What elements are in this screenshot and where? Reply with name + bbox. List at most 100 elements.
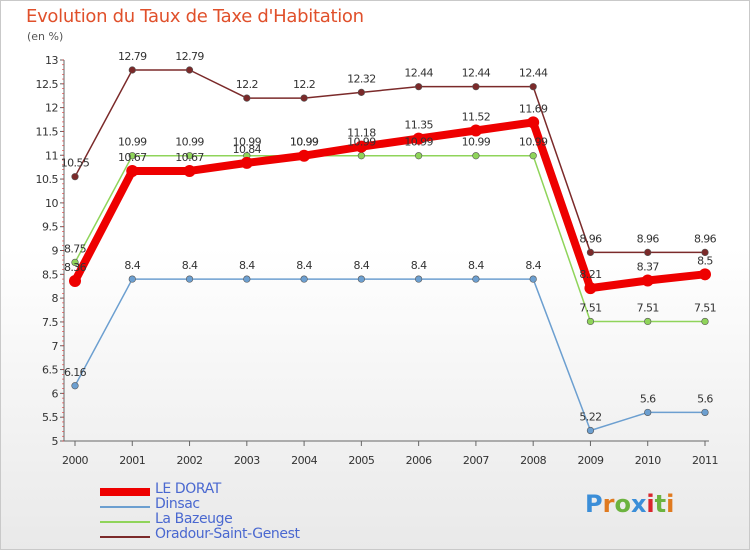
legend-swatch-la-bazeuge <box>100 521 150 523</box>
legend-label-le-dorat: LE DORAT <box>155 481 221 497</box>
y-tick-label: 6.5 <box>42 364 58 377</box>
data-label-le-dorat: 8.5 <box>697 254 713 267</box>
y-tick-label: 10 <box>45 197 58 210</box>
series-line-le-dorat <box>71 118 709 293</box>
data-point-dinsac <box>701 408 709 417</box>
data-point-oradour-saint-genest <box>71 173 79 181</box>
y-tick-label: 8 <box>52 292 59 305</box>
y-tick-label: 12 <box>45 102 58 115</box>
data-point-oradour-saint-genest <box>128 66 136 74</box>
data-point-dinsac <box>243 275 251 283</box>
data-point-le-dorat <box>240 156 253 169</box>
data-label-oradour-saint-genest: 8.96 <box>694 232 717 245</box>
data-point-oradour-saint-genest <box>472 83 480 91</box>
data-label-la-bazeuge: 10.99 <box>290 136 319 149</box>
data-point-oradour-saint-genest <box>701 248 709 257</box>
legend-swatch-oradour-saint-genest <box>100 536 150 538</box>
data-point-le-dorat <box>699 268 711 281</box>
data-point-le-dorat <box>469 124 482 137</box>
data-label-oradour-saint-genest: 12.79 <box>175 50 204 63</box>
data-label-dinsac: 5.22 <box>579 411 601 424</box>
legend-label-dinsac: Dinsac <box>155 496 200 512</box>
data-label-la-bazeuge: 10.99 <box>519 136 548 149</box>
data-point-le-dorat <box>584 282 597 295</box>
y-tick-label: 12.5 <box>36 78 59 91</box>
y-tick-label: 5 <box>52 435 59 448</box>
data-point-dinsac <box>185 275 194 283</box>
data-label-la-bazeuge: 7.51 <box>579 301 601 314</box>
data-point-oradour-saint-genest <box>300 94 308 102</box>
y-tick-label: 10.5 <box>36 173 59 186</box>
y-tick-label: 8.5 <box>42 268 58 281</box>
legend-swatch-le-dorat <box>100 488 150 496</box>
x-tick-label: 2010 <box>635 454 661 467</box>
data-point-dinsac <box>415 275 423 283</box>
legend-label-la-bazeuge: La Bazeuge <box>155 511 233 527</box>
logo-letter: t <box>654 490 667 518</box>
data-point-oradour-saint-genest <box>415 83 423 91</box>
data-point-oradour-saint-genest <box>357 88 365 96</box>
data-label-oradour-saint-genest: 12.79 <box>118 50 147 63</box>
x-tick-label: 2007 <box>463 454 489 467</box>
logo-letter: o <box>614 490 631 518</box>
y-tick-label: 7.5 <box>42 316 58 329</box>
data-point-dinsac <box>644 408 652 417</box>
data-label-dinsac: 6.16 <box>64 366 87 379</box>
data-label-la-bazeuge: 10.99 <box>175 136 204 149</box>
x-tick-label: 2006 <box>406 454 432 467</box>
x-tick-label: 2004 <box>291 454 317 467</box>
data-label-la-bazeuge: 10.99 <box>233 136 262 149</box>
data-point-le-dorat <box>355 140 368 153</box>
data-point-la-bazeuge <box>529 152 537 160</box>
data-label-le-dorat: 11.52 <box>462 110 491 123</box>
data-point-oradour-saint-genest <box>644 248 652 257</box>
data-label-dinsac: 8.4 <box>525 259 541 272</box>
data-point-le-dorat <box>641 274 654 287</box>
x-tick-label: 2003 <box>234 454 260 467</box>
data-label-la-bazeuge: 10.99 <box>347 136 376 149</box>
proxiti-logo[interactable]: Proxiti <box>585 490 674 518</box>
series-line-oradour-saint-genest <box>74 69 706 254</box>
data-point-le-dorat <box>69 274 81 287</box>
data-point-le-dorat <box>527 116 540 129</box>
data-label-la-bazeuge: 7.51 <box>694 301 716 314</box>
data-point-dinsac <box>472 275 480 283</box>
series-line-la-bazeuge <box>74 154 706 323</box>
data-point-oradour-saint-genest <box>243 94 251 102</box>
data-point-dinsac <box>300 275 308 283</box>
x-tick-label: 2011 <box>692 454 718 467</box>
data-point-oradour-saint-genest <box>586 248 595 257</box>
y-tick-label: 11.5 <box>36 125 59 138</box>
data-point-oradour-saint-genest <box>185 66 194 74</box>
data-point-la-bazeuge <box>357 152 365 160</box>
data-label-le-dorat: 10.67 <box>175 151 204 164</box>
data-label-oradour-saint-genest: 10.55 <box>61 157 90 170</box>
data-point-oradour-saint-genest <box>529 83 537 91</box>
data-label-le-dorat: 10.99 <box>290 136 319 149</box>
legend-label-oradour-saint-genest: Oradour-Saint-Genest <box>155 526 300 542</box>
legend-swatch-dinsac <box>100 506 150 508</box>
data-point-la-bazeuge <box>185 152 194 160</box>
data-label-dinsac: 8.4 <box>296 259 312 272</box>
data-label-la-bazeuge: 7.51 <box>637 301 659 314</box>
chart-subtitle: (en %) <box>27 30 64 43</box>
data-label-le-dorat: 10.84 <box>233 143 262 156</box>
data-point-dinsac <box>357 275 365 283</box>
data-label-dinsac: 8.4 <box>468 259 484 272</box>
x-tick-label: 2000 <box>62 454 88 467</box>
data-label-le-dorat: 11.69 <box>519 102 548 115</box>
data-label-dinsac: 5.6 <box>697 392 713 405</box>
x-tick-label: 2008 <box>520 454 546 467</box>
data-label-la-bazeuge: 10.99 <box>404 136 433 149</box>
data-label-le-dorat: 11.35 <box>404 119 433 132</box>
data-label-dinsac: 8.4 <box>239 259 255 272</box>
data-point-la-bazeuge <box>71 258 79 267</box>
data-label-oradour-saint-genest: 12.2 <box>293 78 315 91</box>
proxiti-logo-text: Proxiti <box>585 490 674 518</box>
data-label-dinsac: 8.4 <box>124 259 140 272</box>
logo-letter: x <box>630 490 647 518</box>
data-label-la-bazeuge: 8.75 <box>64 242 87 255</box>
data-point-dinsac <box>128 275 136 283</box>
x-tick-label: 2002 <box>177 454 203 467</box>
